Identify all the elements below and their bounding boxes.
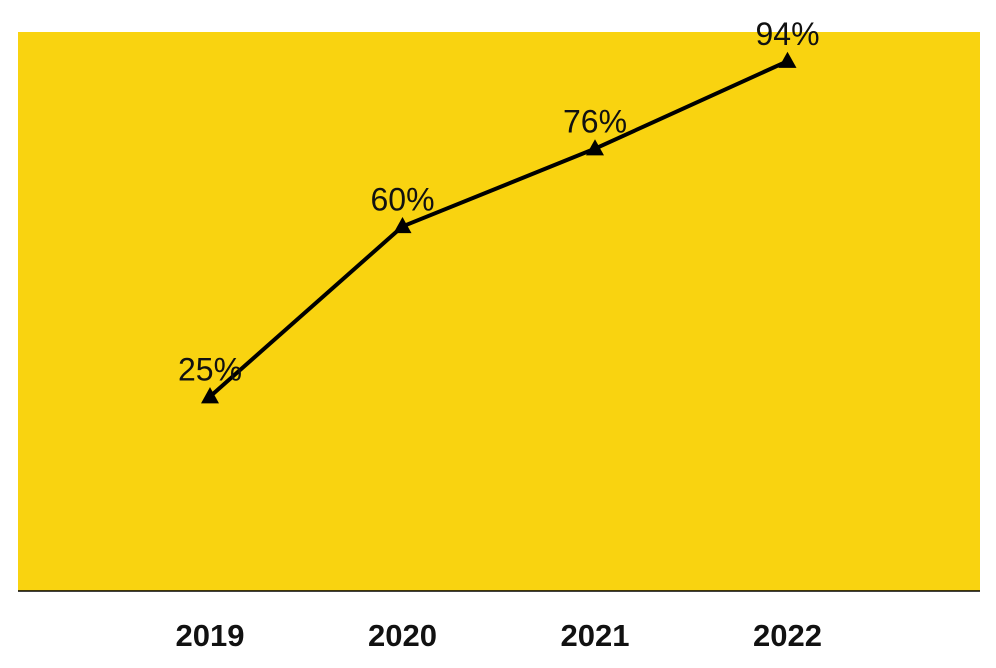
data-label-2020: 60% — [370, 181, 434, 217]
data-label-2022: 94% — [755, 16, 819, 52]
data-point-2022 — [778, 51, 797, 68]
x-tick-label-2019: 2019 — [176, 618, 245, 653]
data-point-2019 — [201, 387, 219, 404]
data-label-2019: 25% — [178, 352, 242, 388]
series-line — [208, 59, 789, 399]
data-label-2021: 76% — [563, 104, 627, 140]
x-tick-label-2022: 2022 — [753, 618, 822, 653]
x-tick-label-2020: 2020 — [368, 618, 437, 653]
data-point-2020 — [393, 216, 412, 234]
plot-area — [18, 32, 980, 591]
data-point-2021 — [586, 139, 604, 156]
x-tick-label-2021: 2021 — [561, 618, 630, 653]
